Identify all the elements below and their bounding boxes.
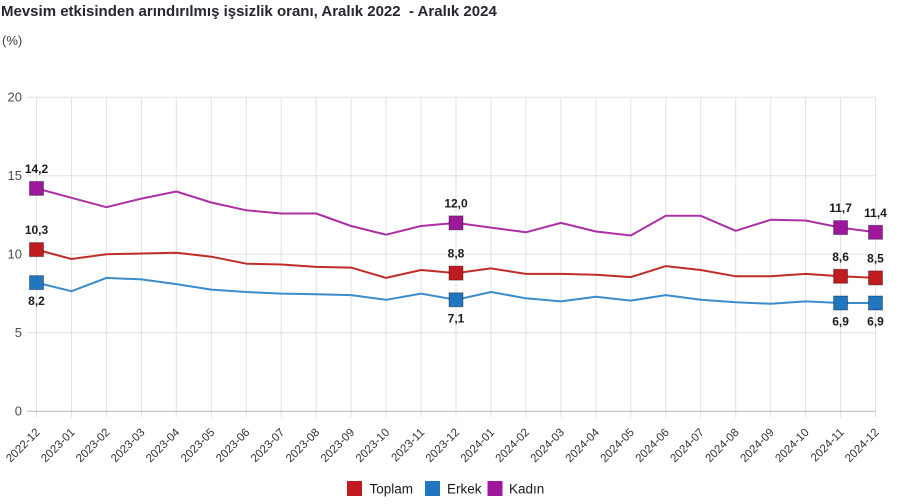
svg-text:2024-02: 2024-02 [494, 427, 532, 465]
svg-text:2023-11: 2023-11 [389, 427, 427, 465]
svg-text:2024-11: 2024-11 [809, 427, 847, 465]
svg-text:10: 10 [8, 246, 22, 261]
svg-text:11,7: 11,7 [829, 201, 852, 215]
svg-text:7,1: 7,1 [448, 311, 465, 325]
svg-text:2024-01: 2024-01 [459, 427, 497, 465]
svg-text:2024-04: 2024-04 [564, 426, 603, 465]
svg-text:2024-07: 2024-07 [668, 427, 706, 465]
svg-text:2022-12: 2022-12 [4, 427, 42, 465]
svg-text:2024-03: 2024-03 [529, 427, 567, 465]
svg-text:Kadın: Kadın [509, 482, 544, 497]
svg-text:20: 20 [8, 89, 22, 104]
svg-text:14,2: 14,2 [25, 162, 49, 176]
svg-text:2023-12: 2023-12 [424, 427, 462, 465]
svg-text:2024-12: 2024-12 [843, 427, 881, 465]
svg-text:2024-09: 2024-09 [738, 427, 776, 465]
svg-text:8,5: 8,5 [867, 251, 884, 265]
svg-text:Erkek: Erkek [447, 482, 482, 497]
svg-text:8,8: 8,8 [448, 247, 465, 261]
svg-text:15: 15 [8, 168, 22, 183]
svg-text:2023-01: 2023-01 [39, 427, 77, 465]
svg-text:2024-08: 2024-08 [703, 427, 741, 465]
svg-text:2023-04: 2023-04 [144, 426, 183, 465]
svg-text:2024-10: 2024-10 [773, 427, 811, 465]
svg-text:2023-07: 2023-07 [249, 427, 287, 465]
svg-text:6,9: 6,9 [832, 315, 849, 329]
svg-text:5: 5 [15, 325, 22, 340]
svg-text:2023-09: 2023-09 [319, 427, 357, 465]
svg-text:8,2: 8,2 [28, 294, 45, 308]
svg-text:2023-02: 2023-02 [74, 427, 112, 465]
svg-text:2023-08: 2023-08 [284, 427, 322, 465]
svg-text:Toplam: Toplam [370, 482, 414, 497]
svg-text:0: 0 [15, 403, 22, 418]
svg-text:8,6: 8,6 [832, 250, 849, 264]
svg-text:2023-05: 2023-05 [179, 427, 217, 465]
svg-text:2023-10: 2023-10 [354, 427, 392, 465]
svg-text:6,9: 6,9 [867, 315, 884, 329]
svg-text:2023-03: 2023-03 [109, 427, 147, 465]
svg-text:11,4: 11,4 [864, 206, 887, 220]
svg-text:2023-06: 2023-06 [214, 427, 252, 465]
svg-text:2024-06: 2024-06 [634, 427, 672, 465]
svg-text:10,3: 10,3 [25, 223, 49, 237]
svg-text:12,0: 12,0 [444, 196, 468, 210]
svg-text:2024-05: 2024-05 [599, 427, 637, 465]
